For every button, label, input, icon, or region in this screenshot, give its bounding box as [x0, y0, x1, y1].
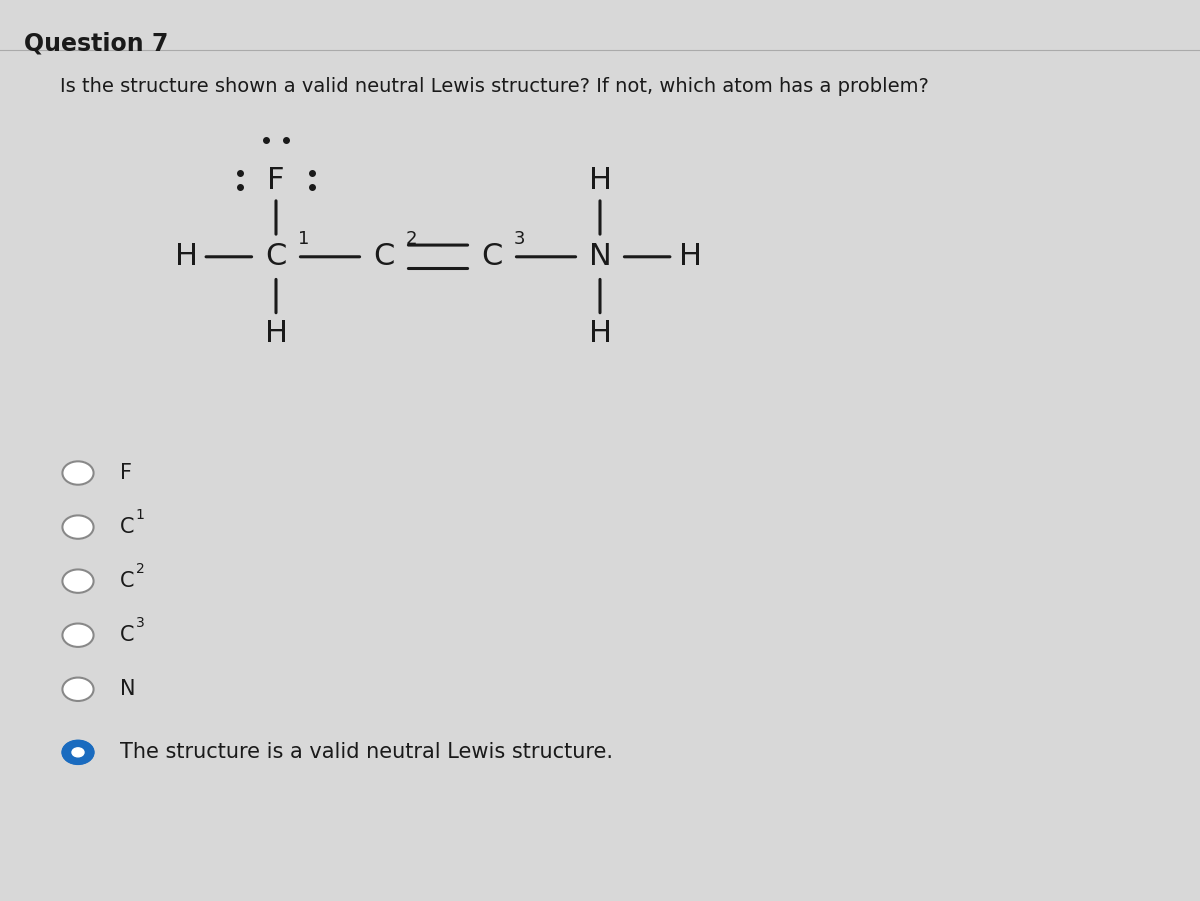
Circle shape — [62, 569, 94, 593]
Circle shape — [62, 515, 94, 539]
Text: C: C — [481, 242, 503, 271]
Circle shape — [72, 748, 84, 757]
Text: H: H — [264, 319, 288, 348]
Text: 1: 1 — [136, 508, 144, 523]
Text: 1: 1 — [298, 230, 308, 248]
Text: F: F — [120, 463, 132, 483]
Text: 2: 2 — [136, 562, 144, 577]
Text: Question 7: Question 7 — [24, 32, 168, 56]
Text: The structure is a valid neutral Lewis structure.: The structure is a valid neutral Lewis s… — [120, 742, 613, 762]
Text: 3: 3 — [136, 616, 144, 631]
Text: 3: 3 — [514, 230, 526, 248]
Text: H: H — [588, 166, 612, 195]
Text: C: C — [120, 517, 134, 537]
Text: H: H — [678, 242, 702, 271]
Text: C: C — [120, 571, 134, 591]
Text: F: F — [268, 166, 284, 195]
Text: N: N — [120, 679, 136, 699]
Text: Is the structure shown a valid neutral Lewis structure? If not, which atom has a: Is the structure shown a valid neutral L… — [60, 77, 929, 96]
Text: N: N — [589, 242, 611, 271]
Text: C: C — [373, 242, 395, 271]
Circle shape — [62, 461, 94, 485]
Circle shape — [62, 623, 94, 647]
Text: H: H — [174, 242, 198, 271]
Text: H: H — [588, 319, 612, 348]
Circle shape — [62, 741, 94, 764]
Text: C: C — [265, 242, 287, 271]
Text: C: C — [120, 625, 134, 645]
Text: 2: 2 — [406, 230, 418, 248]
Circle shape — [62, 678, 94, 701]
